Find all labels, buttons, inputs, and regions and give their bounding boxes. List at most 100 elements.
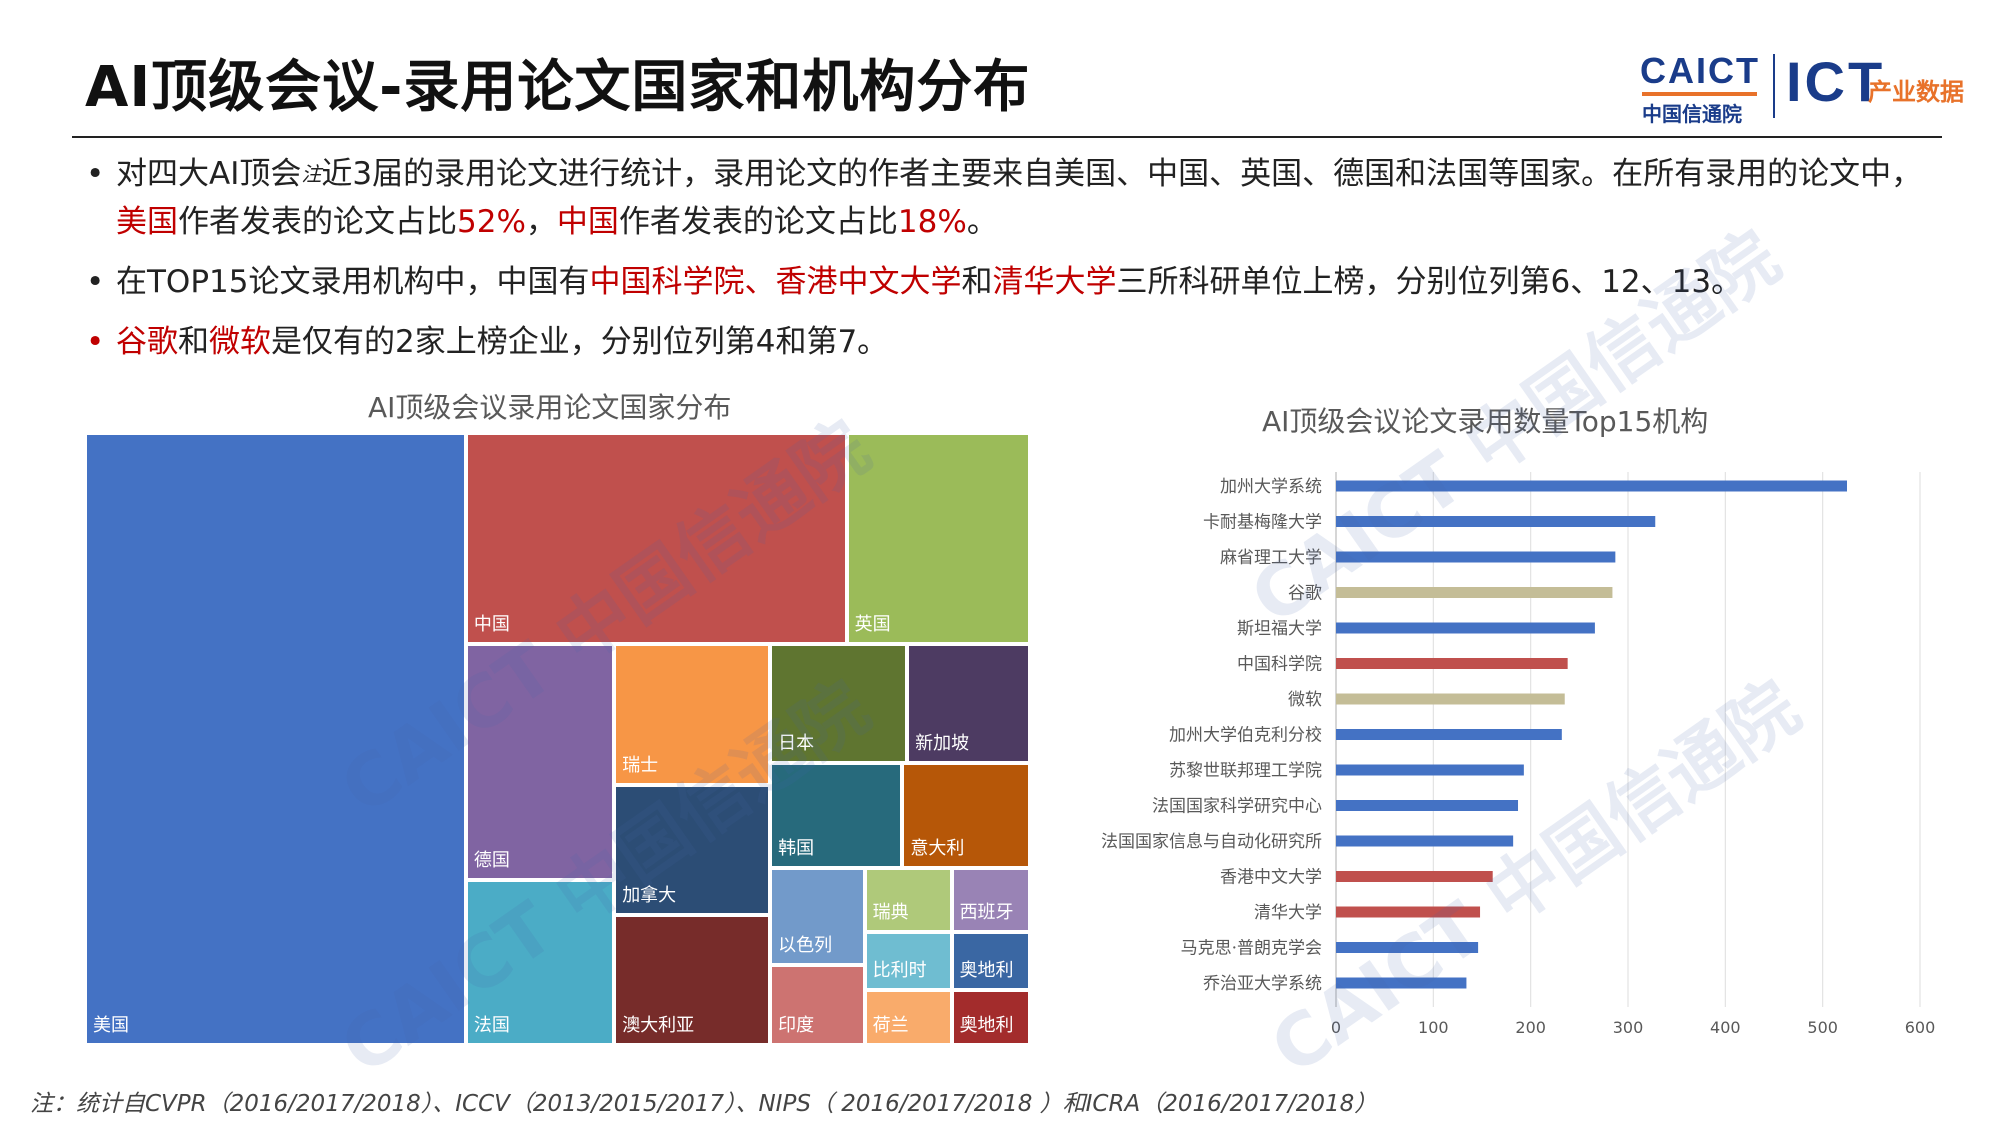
treemap-cell-label: 加拿大 [622, 885, 677, 907]
caict-logo: CAICT 中国信通院 ICT 产业数据 [1640, 50, 1970, 126]
category-label: 马克思·普朗克学会 [1181, 939, 1322, 959]
treemap-cell: 意大利 [902, 763, 1030, 868]
bullet-2: • 在TOP15论文录用机构中，中国有中国科学院、香港中文大学和清华大学三所科研… [82, 258, 1952, 306]
treemap-cell: 韩国 [770, 763, 903, 868]
treemap-cell: 德国 [465, 644, 615, 880]
bullet-1-text: 对四大AI顶会 [116, 156, 302, 192]
treemap-cell: 印度 [770, 965, 865, 1045]
treemap-cell-label: 日本 [778, 733, 815, 755]
category-label: 乔治亚大学系统 [1203, 974, 1322, 994]
treemap-cell: 加拿大 [614, 784, 771, 916]
treemap-cell: 新加坡 [907, 644, 1030, 764]
logo-ict-sub: 产业数据 [1868, 78, 1964, 106]
treemap-cell-label: 比利时 [872, 959, 927, 981]
category-label: 清华大学 [1254, 903, 1322, 923]
bar [1336, 693, 1565, 705]
summary-bullets: • 对四大AI顶会注近3届的录用论文进行统计，录用论文的作者主要来自美国、中国、… [82, 150, 1952, 378]
bullet-2-text: 和 [961, 264, 993, 300]
logo-underline [1642, 92, 1757, 96]
treemap-cell-label: 瑞典 [872, 901, 909, 923]
bullet-dot: • [86, 156, 105, 192]
category-label: 加州大学伯克利分校 [1169, 726, 1322, 746]
bullet-1-text: 。 [966, 204, 998, 240]
treemap-cell-label: 德国 [473, 849, 510, 871]
treemap-cell: 奥地利 [951, 989, 1030, 1045]
category-label: 法国国家信息与自动化研究所 [1101, 832, 1322, 852]
bullet-1: • 对四大AI顶会注近3届的录用论文进行统计，录用论文的作者主要来自美国、中国、… [82, 150, 1952, 246]
treemap-cell: 奥地利 [951, 931, 1030, 990]
bullet-3-text: 和 [178, 324, 209, 360]
highlight-tsinghua: 清华大学 [992, 264, 1117, 300]
treemap-cell-label: 奥地利 [959, 959, 1014, 981]
treemap-cell-label: 新加坡 [915, 733, 970, 755]
x-tick-label: 300 [1613, 1018, 1644, 1037]
highlight-cn-pct: 18% [897, 204, 967, 240]
treemap-cell-label: 以色列 [778, 935, 833, 957]
highlight-cn: 中国 [556, 204, 619, 240]
treemap-cell: 瑞典 [864, 867, 952, 932]
x-tick-label: 500 [1807, 1018, 1838, 1037]
bar [1336, 906, 1481, 918]
category-label: 苏黎世联邦理工学院 [1169, 761, 1322, 781]
category-label: 加州大学系统 [1220, 477, 1322, 497]
treemap-cell: 瑞士 [614, 644, 771, 785]
treemap-title: AI顶级会议录用论文国家分布 [368, 391, 732, 424]
bullet-3: • 谷歌和微软是仅有的2家上榜企业，分别位列第4和第7。 [82, 318, 1952, 366]
highlight-us-pct: 52% [457, 204, 526, 240]
bar [1336, 587, 1613, 598]
x-tick-label: 0 [1331, 1018, 1341, 1037]
page-title: AI顶级会议-录用论文国家和机构分布 [85, 55, 1031, 120]
x-tick-label: 100 [1418, 1018, 1449, 1037]
x-tick-label: 600 [1905, 1018, 1936, 1037]
bullet-dot: • [86, 264, 105, 300]
treemap-cell-label: 意大利 [910, 837, 965, 859]
treemap-cell-label: 韩国 [778, 837, 815, 859]
bar [1336, 835, 1514, 847]
highlight-orgs: 中国科学院、香港中文大学 [589, 264, 962, 300]
bar [1336, 658, 1568, 669]
treemap-cell-label: 英国 [854, 614, 891, 636]
category-label: 卡耐基梅隆大学 [1203, 513, 1322, 533]
bar [1336, 480, 1847, 492]
bar [1336, 764, 1524, 776]
logo-ict: ICT [1786, 50, 1886, 113]
category-label: 斯坦福大学 [1237, 619, 1322, 639]
institution-bar-chart: 0 100 200 300 400 500 600 加州大学系统卡耐基梅隆大学麻省理工大学谷歌… [1101, 472, 1936, 1037]
title-divider [72, 136, 1942, 138]
treemap-cell-label: 奥地利 [959, 1014, 1014, 1036]
footnote: 注：统计自CVPR（2016/2017/2018）、ICCV（2013/2015… [30, 1091, 1378, 1117]
treemap-cell: 比利时 [864, 931, 952, 990]
treemap-cell-label: 中国 [473, 614, 510, 636]
category-label: 谷歌 [1288, 584, 1322, 604]
x-tick-label: 400 [1710, 1018, 1741, 1037]
bar [1336, 622, 1595, 634]
highlight-microsoft: 微软 [209, 324, 271, 360]
bar [1336, 729, 1562, 740]
bar [1336, 977, 1467, 989]
bar [1336, 942, 1479, 953]
bullet-3-text: 是仅有的2家上榜企业，分别位列第4和第7。 [271, 324, 889, 360]
treemap-cell-label: 法国 [473, 1014, 510, 1036]
bullet-dot: • [86, 324, 105, 360]
bullet-2-text: 三所科研单位上榜，分别位列第6、12、13。 [1116, 264, 1743, 300]
logo-divider [1773, 54, 1775, 118]
bullet-2-text: 在TOP15论文录用机构中，中国有 [116, 264, 590, 300]
category-label: 香港中文大学 [1220, 868, 1322, 888]
category-label: 法国国家科学研究中心 [1152, 797, 1322, 817]
treemap-cell: 英国 [846, 433, 1030, 645]
highlight-us: 美国 [116, 204, 178, 240]
treemap-cell: 西班牙 [951, 867, 1030, 932]
treemap-cell-label: 澳大利亚 [622, 1014, 695, 1036]
bullet-1-text: ， [525, 204, 557, 240]
treemap-cell: 法国 [465, 879, 615, 1045]
treemap-cell: 美国 [85, 433, 466, 1045]
bar-chart-title: AI顶级会议论文录用数量Top15机构 [1262, 405, 1709, 438]
bar [1336, 800, 1519, 811]
bullet-1-text: 作者发表的论文占比 [618, 204, 898, 240]
treemap-cell-label: 西班牙 [959, 901, 1014, 923]
treemap-cell: 中国 [465, 433, 847, 645]
logo-caict: CAICT [1640, 50, 1760, 91]
category-label: 微软 [1288, 690, 1322, 710]
treemap-cell-label: 荷兰 [872, 1014, 909, 1036]
bar [1336, 551, 1616, 563]
